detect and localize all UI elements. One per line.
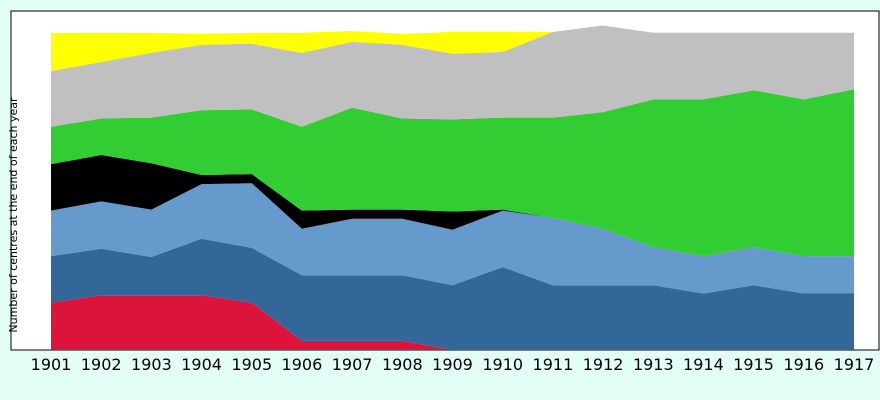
- x-tick-label: 1913: [633, 355, 674, 374]
- x-tick-label: 1911: [533, 355, 574, 374]
- series-area-7: [51, 25, 854, 72]
- series-area-3: [51, 183, 854, 294]
- x-tick-label: 1906: [282, 355, 323, 374]
- series-area-4: [51, 155, 854, 257]
- x-tick-label: 1902: [81, 355, 122, 374]
- series-area-5: [51, 89, 854, 257]
- x-axis-ticks: 1901 1902 1903 1904 1905 1906 1907 1908 1909 1910…: [31, 355, 875, 374]
- x-tick-label: 1901: [31, 355, 72, 374]
- x-tick-label: 1910: [482, 355, 523, 374]
- series-area-2: [51, 238, 854, 350]
- x-tick-label: 1912: [583, 355, 624, 374]
- x-tick-label: 1915: [733, 355, 774, 374]
- x-tick-label: 1903: [131, 355, 172, 374]
- x-tick-label: 1916: [783, 355, 824, 374]
- x-tick-label: 1907: [332, 355, 373, 374]
- x-tick-label: 1909: [432, 355, 473, 374]
- x-tick-label: 1917: [834, 355, 875, 374]
- series-layer: [51, 25, 854, 350]
- series-area-1: [51, 295, 854, 350]
- x-tick-label: 1904: [181, 355, 222, 374]
- x-tick-label: 1914: [683, 355, 724, 374]
- series-area-6: [51, 25, 854, 127]
- x-tick-label: 1905: [231, 355, 272, 374]
- x-tick-label: 1908: [382, 355, 423, 374]
- y-axis-label: Number of centres at the end of each yea…: [7, 97, 20, 333]
